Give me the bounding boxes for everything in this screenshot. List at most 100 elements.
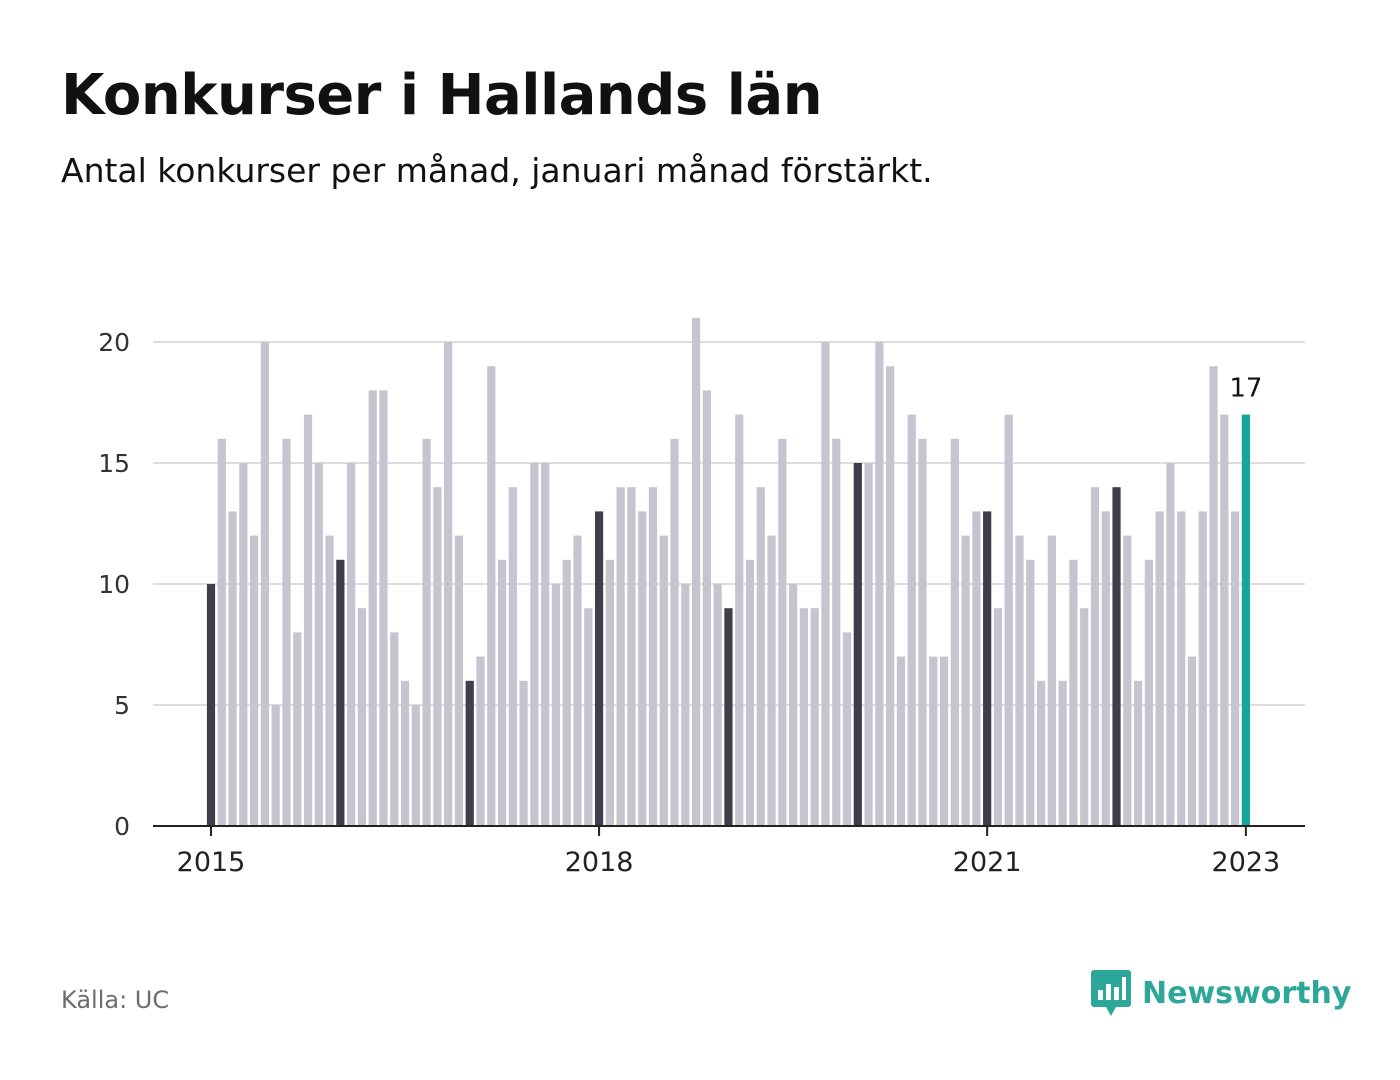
bar	[616, 487, 625, 826]
bar	[594, 511, 604, 826]
bar	[1090, 487, 1100, 826]
bar	[508, 487, 517, 826]
bar	[767, 535, 776, 826]
bar	[864, 463, 873, 826]
bar	[336, 559, 345, 826]
bar	[821, 342, 830, 826]
bar	[1026, 559, 1035, 826]
bar	[756, 487, 765, 826]
x-tick-label: 2023	[1212, 847, 1281, 878]
bar	[1166, 463, 1175, 826]
bar	[886, 366, 895, 826]
source-label: Källa: UC	[61, 986, 170, 1014]
bar	[325, 535, 334, 826]
bar	[562, 559, 571, 826]
bar	[907, 414, 916, 826]
bar	[692, 317, 701, 826]
bar	[497, 559, 507, 826]
bar	[961, 535, 970, 826]
bar	[454, 535, 464, 826]
bar	[713, 584, 722, 826]
bar	[530, 463, 539, 826]
bar	[347, 463, 356, 826]
bar	[681, 584, 690, 826]
bar	[724, 608, 733, 826]
bar	[228, 511, 237, 826]
bar	[799, 608, 808, 826]
bar	[411, 705, 420, 826]
bar	[282, 438, 291, 826]
bar	[551, 584, 561, 826]
bar	[206, 584, 216, 826]
bar	[487, 366, 496, 826]
bar	[1123, 535, 1132, 826]
bar	[519, 680, 528, 826]
y-tick-label: 5	[114, 691, 130, 720]
bar	[1220, 414, 1229, 826]
bar	[390, 632, 399, 826]
bar	[250, 535, 259, 826]
bar	[1187, 656, 1197, 826]
bar	[1004, 414, 1013, 826]
bar	[659, 535, 668, 826]
bar	[1069, 559, 1078, 826]
x-tick-label: 2021	[953, 847, 1022, 878]
bar	[239, 463, 248, 826]
chart-title: Konkurser i Hallands län	[61, 63, 823, 128]
bar	[918, 438, 927, 826]
newsworthy-logo-icon	[1091, 970, 1131, 1016]
bar	[896, 656, 906, 826]
bar	[1036, 680, 1046, 826]
bar	[778, 438, 787, 826]
bar	[368, 390, 377, 826]
bar	[303, 414, 313, 826]
bar	[1133, 680, 1143, 826]
y-tick-label: 15	[98, 449, 130, 478]
y-tick-label: 20	[98, 328, 130, 357]
bar	[853, 463, 862, 826]
bar	[541, 463, 550, 826]
bar	[476, 656, 485, 826]
last-value-label: 17	[1229, 374, 1262, 404]
bar	[832, 438, 841, 826]
bar	[422, 438, 431, 826]
y-tick-label: 10	[98, 570, 130, 599]
bar	[648, 487, 658, 826]
brand-logo[interactable]: Newsworthy	[1090, 968, 1351, 1018]
bar	[983, 511, 992, 826]
x-tick-label: 2018	[565, 847, 634, 878]
bar	[357, 608, 367, 826]
y-tick-label: 0	[114, 812, 130, 841]
bar	[972, 511, 981, 826]
bar	[260, 342, 269, 826]
bar	[789, 584, 798, 826]
bar	[1101, 511, 1110, 826]
bar	[584, 608, 593, 826]
bar	[1047, 535, 1056, 826]
bar	[702, 390, 711, 826]
bar	[573, 535, 582, 826]
bar	[379, 390, 388, 826]
bar	[465, 680, 474, 826]
bar	[444, 342, 453, 826]
x-tick-label: 2015	[177, 847, 246, 878]
bar	[842, 632, 852, 826]
bar	[1155, 511, 1164, 826]
bar	[1112, 487, 1121, 826]
bar	[314, 463, 323, 826]
bar	[670, 438, 679, 826]
bar	[1198, 511, 1207, 826]
bar	[1209, 366, 1218, 826]
bar	[1058, 680, 1067, 826]
bar	[875, 342, 884, 826]
bar	[433, 487, 442, 826]
brand-name: Newsworthy	[1142, 975, 1352, 1011]
bar	[810, 608, 819, 826]
bar	[1080, 608, 1089, 826]
bar	[400, 680, 410, 826]
bar	[271, 705, 280, 826]
bar	[627, 487, 636, 826]
bar	[638, 511, 647, 826]
bar	[929, 656, 938, 826]
